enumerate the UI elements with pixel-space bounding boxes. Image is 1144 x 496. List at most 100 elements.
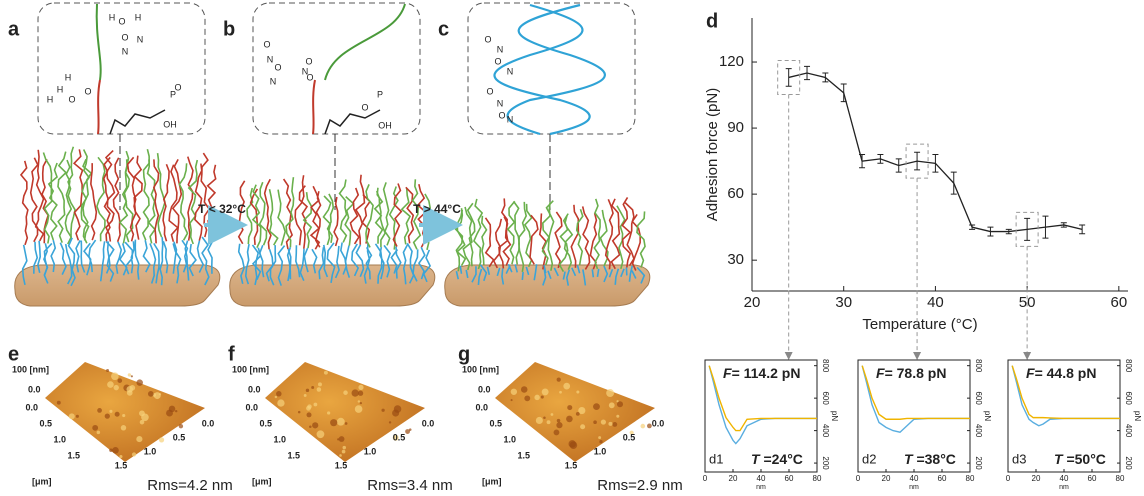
afm-grain xyxy=(345,422,348,425)
afm-grain xyxy=(154,392,161,399)
brush-top xyxy=(519,202,526,272)
x-tick: 1.5 xyxy=(565,460,578,470)
force-label: F= 78.8 pN xyxy=(876,365,946,381)
panel-label: g xyxy=(458,343,470,365)
atom-label: O xyxy=(274,62,281,72)
afm-grain xyxy=(593,403,600,410)
y-tick-label: 200 xyxy=(974,456,983,470)
x-tick-label: 30 xyxy=(835,294,852,311)
afm-grain xyxy=(351,389,358,396)
rms-label: Rms=2.9 nm xyxy=(597,477,682,494)
brush-top xyxy=(21,161,28,245)
y-tick-label: 800 xyxy=(974,359,983,373)
afm-grain xyxy=(317,387,322,392)
brush-top xyxy=(632,214,640,270)
afm-grain xyxy=(136,436,142,442)
atom-label: O xyxy=(68,94,75,104)
temp-label: T =38°C xyxy=(904,451,956,467)
x-tick-label: 20 xyxy=(882,474,891,483)
atom-label: N xyxy=(507,114,514,124)
atom-label: O xyxy=(84,86,91,96)
panel-label: e xyxy=(8,343,19,365)
x-tick: 0.0 xyxy=(652,418,665,428)
z-label: 100 [nm] xyxy=(12,364,49,374)
y-axis-title: pN xyxy=(983,411,992,421)
x-axis-title: Temperature (°C) xyxy=(862,316,977,333)
afm-grain xyxy=(105,413,110,418)
afm-grain xyxy=(131,375,133,377)
y-tick: 1.5 xyxy=(287,450,300,460)
y-tick: 0.0 xyxy=(25,402,38,412)
afm-grain xyxy=(343,390,348,395)
x-tick-label: 0 xyxy=(1006,474,1011,483)
afm-grain xyxy=(76,415,79,418)
x-tick-label: 40 xyxy=(1060,474,1069,483)
brush-top xyxy=(555,212,562,268)
x-tick-label: 40 xyxy=(757,474,766,483)
x-axis-title: nm xyxy=(909,484,919,491)
afm-grain xyxy=(324,371,328,375)
afm-grain xyxy=(389,421,391,423)
brush-top xyxy=(340,179,347,242)
atom-label: N xyxy=(267,54,274,64)
afm-grain xyxy=(330,419,337,426)
x-axis-title: nm xyxy=(756,484,766,491)
afm-grain xyxy=(179,424,183,428)
afm-grain xyxy=(593,420,597,424)
afm-grain xyxy=(554,430,560,436)
atom-label: O xyxy=(484,34,491,44)
afm-grain xyxy=(511,399,513,401)
afm-grain xyxy=(298,411,301,414)
y-tick-label: 120 xyxy=(719,53,744,70)
temp-value: =50°C xyxy=(1063,451,1106,467)
x-tick: 1.5 xyxy=(335,460,348,470)
rms-label: Rms=3.4 nm xyxy=(367,477,452,494)
afm-grain xyxy=(547,420,551,424)
atom-label: OH xyxy=(163,119,177,129)
brush-top xyxy=(468,203,475,266)
brush-top xyxy=(559,216,567,272)
afm-grain xyxy=(542,388,549,395)
afm-grain xyxy=(312,422,318,428)
brush-top xyxy=(350,188,358,244)
panel-label: f xyxy=(228,343,235,365)
afm-grain xyxy=(276,391,281,396)
x-tick-label: 40 xyxy=(927,294,944,311)
force-label: F= 44.8 pN xyxy=(1026,365,1096,381)
x-tick: 1.5 xyxy=(115,460,128,470)
afm-grain xyxy=(97,408,102,413)
y-tick-label: 200 xyxy=(1124,456,1133,470)
afm-grain xyxy=(139,410,145,416)
afm-grain xyxy=(580,424,585,429)
temp-value: =38°C xyxy=(913,451,956,467)
brush-top xyxy=(316,191,321,247)
brush-top xyxy=(91,163,97,240)
afm-grain xyxy=(641,424,646,429)
y-tick-label: 600 xyxy=(1124,391,1133,405)
brush-top xyxy=(179,163,187,240)
y-tick-label: 90 xyxy=(727,119,744,136)
atom-label: O xyxy=(121,32,128,42)
x-tick-label: 80 xyxy=(813,474,822,483)
y-tick-label: 800 xyxy=(821,359,830,373)
z-tick: 0.0 xyxy=(28,384,41,394)
brush-top xyxy=(583,206,590,269)
y-tick-label: 60 xyxy=(727,185,744,202)
y-axis-title: pN xyxy=(830,411,839,421)
x-tick-label: 0 xyxy=(856,474,861,483)
atom-label: H xyxy=(109,12,116,22)
error-bar xyxy=(951,172,957,194)
afm-grain xyxy=(306,389,309,392)
brush-top xyxy=(247,188,253,244)
y-tick: 1.5 xyxy=(517,450,530,460)
x-tick-label: 60 xyxy=(938,474,947,483)
afm-grain xyxy=(543,416,546,419)
z-tick: 0.0 xyxy=(478,384,491,394)
afm-grain xyxy=(339,454,342,457)
afm-grain xyxy=(342,450,346,454)
brush-top xyxy=(278,190,285,246)
z-label: 100 [nm] xyxy=(462,364,499,374)
afm-grain xyxy=(304,394,307,397)
y-tick: 1.0 xyxy=(53,434,66,444)
afm-grain xyxy=(409,428,412,431)
